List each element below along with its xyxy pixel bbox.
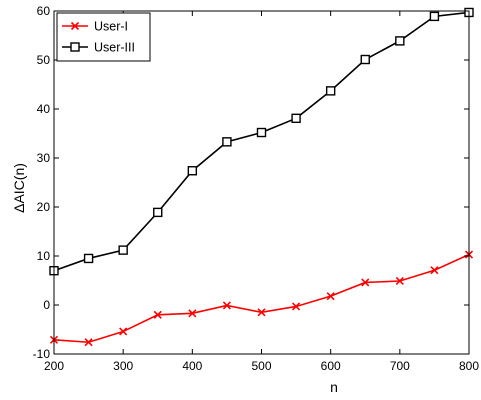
data-point [292, 302, 301, 311]
data-point [222, 137, 232, 147]
y-tick-label: 50 [37, 53, 51, 67]
legend-item: User-III [62, 41, 135, 55]
x-tick-label: 200 [44, 359, 64, 373]
data-point [119, 327, 128, 336]
legend-marker [70, 21, 80, 31]
data-point [395, 276, 404, 286]
data-point [153, 207, 163, 218]
series-2 [49, 7, 474, 276]
data-point [257, 308, 266, 317]
x-tick-label: 800 [459, 359, 479, 373]
x-tick-label: 400 [182, 359, 202, 373]
legend-label: User-III [94, 41, 135, 55]
data-point [188, 309, 197, 318]
data-point [153, 310, 162, 319]
data-point [429, 11, 440, 22]
data-point [325, 86, 336, 96]
legend-label: User-I [94, 20, 128, 34]
y-tick-label: 0 [43, 298, 50, 312]
y-tick-label: 40 [37, 102, 51, 116]
y-tick-label: 30 [37, 151, 51, 165]
data-point [118, 245, 128, 255]
plot-background [54, 11, 469, 354]
data-point [326, 292, 335, 301]
data-point [361, 278, 370, 287]
y-tick-label: 60 [37, 4, 51, 18]
legend-item: User-I [62, 20, 128, 34]
x-tick-label: 600 [321, 359, 341, 373]
ticks-layer: 200 300 400 500 600 700 800 -10 0 10 20 30 40 50 60 [33, 4, 480, 373]
x-tick-label: 500 [251, 359, 271, 373]
x-tick-label: 700 [390, 359, 410, 373]
x-axis-label: n [330, 379, 338, 395]
legend-box [56, 12, 151, 62]
data-point [360, 54, 370, 65]
data-point [395, 36, 405, 46]
y-tick-label: 10 [37, 249, 51, 263]
y-tick-label: 20 [37, 200, 51, 214]
data-point [256, 127, 267, 138]
series-layer [49, 7, 474, 347]
data-point [430, 266, 439, 275]
y-axis-label: ΔAIC(n) [11, 163, 27, 213]
y-tick-label: -10 [33, 347, 51, 361]
data-point [291, 113, 301, 124]
legend: User-I User-III [56, 12, 151, 62]
plot-area [54, 11, 469, 354]
data-point [222, 301, 231, 310]
data-point [84, 338, 93, 347]
data-point [83, 253, 94, 264]
series-1 [49, 250, 474, 347]
data-point [187, 166, 198, 176]
x-tick-label: 300 [113, 359, 133, 373]
legend-marker [70, 42, 80, 52]
